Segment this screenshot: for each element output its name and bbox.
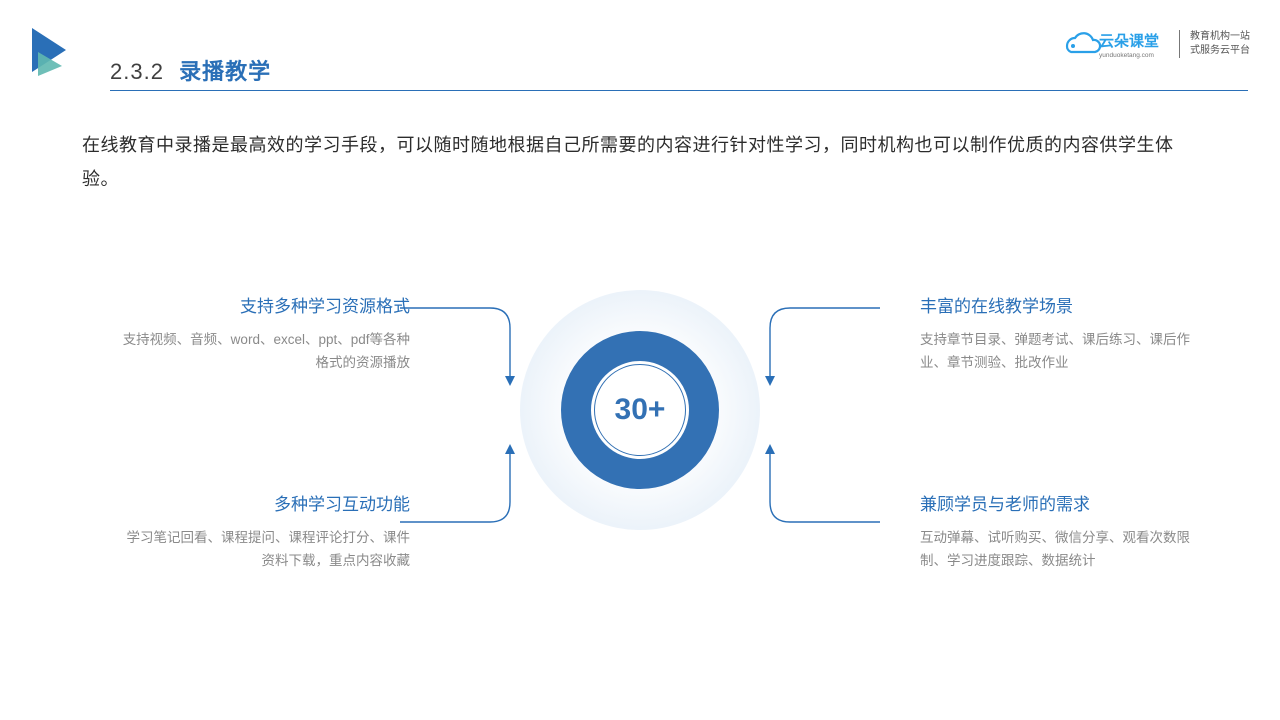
feature-diagram: 30+ 支持多种学习资源格式 支持视频、音频、word、excel、ppt、pd… (0, 240, 1280, 640)
feature-top-left: 支持多种学习资源格式 支持视频、音频、word、excel、ppt、pdf等各种… (120, 292, 410, 375)
feature-bottom-right: 兼顾学员与老师的需求 互动弹幕、试听购买、微信分享、观看次数限制、学习进度跟踪、… (920, 490, 1210, 573)
feature-title: 支持多种学习资源格式 (120, 292, 410, 317)
intro-paragraph: 在线教育中录播是最高效的学习手段，可以随时随地根据自己所需要的内容进行针对性学习… (82, 128, 1200, 196)
feature-title: 多种学习互动功能 (120, 490, 410, 515)
feature-title: 兼顾学员与老师的需求 (920, 490, 1210, 515)
brand-block: 云朵课堂 yunduoketang.com 教育机构一站 式服务云平台 (1059, 26, 1250, 62)
center-value: 30+ (615, 393, 666, 427)
feature-desc: 支持章节目录、弹题考试、课后练习、课后作业、章节测验、批改作业 (920, 329, 1210, 375)
center-circle: 30+ (520, 290, 760, 530)
feature-title: 丰富的在线教学场景 (920, 292, 1210, 317)
feature-bottom-left: 多种学习互动功能 学习笔记回看、课程提问、课程评论打分、课件资料下载，重点内容收… (120, 490, 410, 573)
feature-top-right: 丰富的在线教学场景 支持章节目录、弹题考试、课后练习、课后作业、章节测验、批改作… (920, 292, 1210, 375)
brand-tagline-line2: 式服务云平台 (1190, 44, 1250, 58)
feature-desc: 学习笔记回看、课程提问、课程评论打分、课件资料下载，重点内容收藏 (120, 527, 410, 573)
brand-name-text: 云朵课堂 (1099, 32, 1159, 50)
brand-domain-text: yunduoketang.com (1099, 52, 1154, 59)
section-title: 2.3.2 录播教学 (110, 54, 271, 86)
brand-divider (1179, 30, 1180, 58)
title-underline (110, 90, 1248, 91)
header-play-icon (32, 28, 76, 76)
brand-tagline-line1: 教育机构一站 (1190, 30, 1250, 44)
feature-desc: 互动弹幕、试听购买、微信分享、观看次数限制、学习进度跟踪、数据统计 (920, 527, 1210, 573)
brand-tagline: 教育机构一站 式服务云平台 (1190, 30, 1250, 58)
brand-logo: 云朵课堂 yunduoketang.com (1059, 26, 1169, 62)
section-number: 2.3.2 (110, 59, 164, 84)
section-title-text: 录播教学 (179, 59, 271, 84)
feature-desc: 支持视频、音频、word、excel、ppt、pdf等各种格式的资源播放 (120, 329, 410, 375)
